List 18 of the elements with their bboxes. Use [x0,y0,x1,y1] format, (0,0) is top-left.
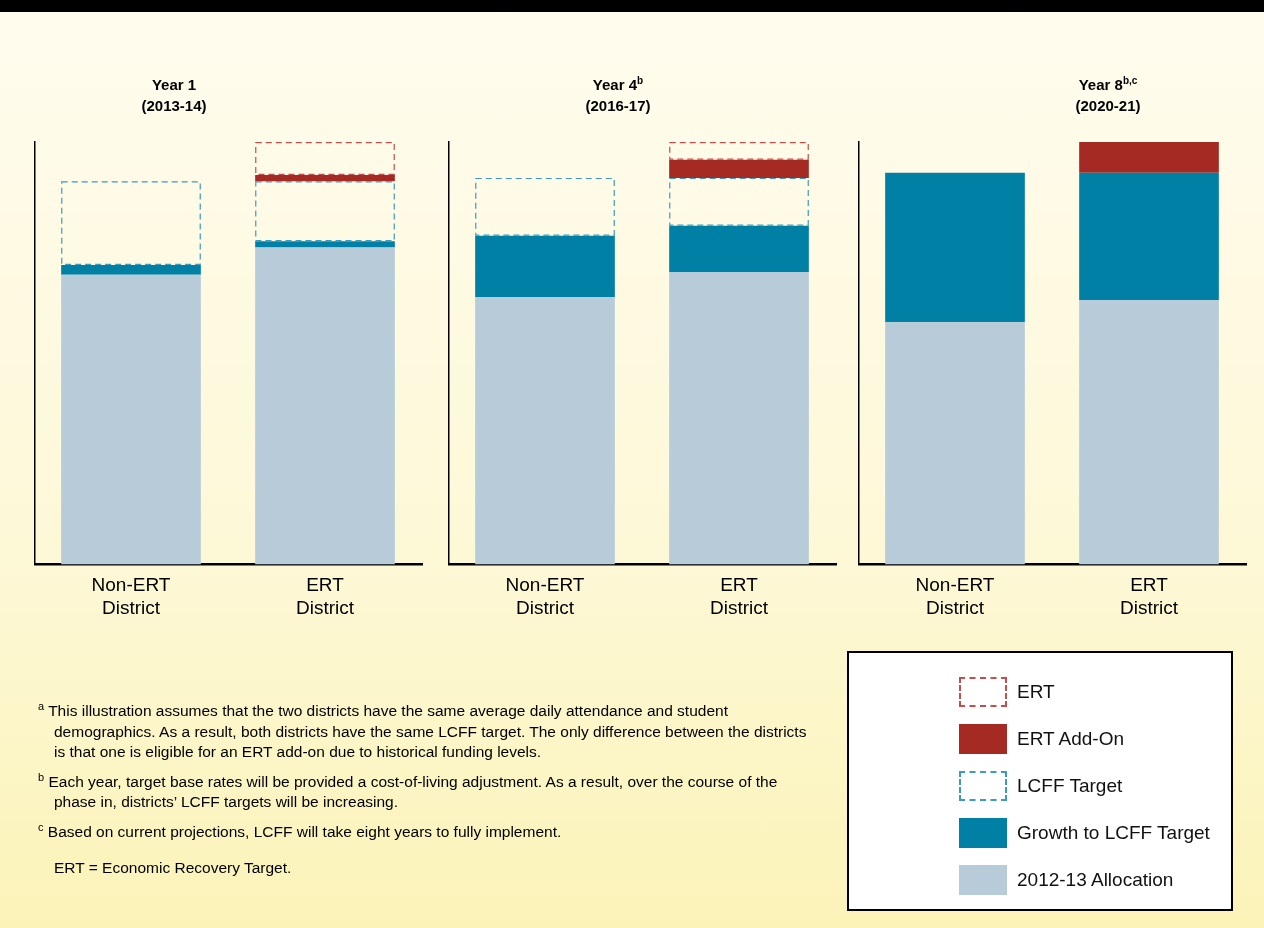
legend-label: ERT Add-On [1017,728,1125,750]
text: ERT = Economic Recovery Target. [53,858,293,879]
text: $^{c}$ Based on current projections, LCFF will take eight years to fully implement. [38,819,563,842]
legend-label: Growth to LCFF Target [1017,822,1210,844]
x-tick-label: ERT District [1119,574,1179,618]
x-tick-label: Non-ERT District [505,574,585,618]
legend-label: ERT [1017,681,1055,703]
text: $^{b}$ Each year, target base rates will be provided a cost-of-living adjustment. As a result, over the course of the phase in, districts’ LCFF targets will be increasing. [38,769,779,813]
x-tick-label: ERT District [295,574,355,618]
legend-label: 2012-13 Allocation [1017,869,1174,891]
chart-title: Year 1 (2013-14) [140,75,208,116]
x-tick-label: ERT District [709,574,769,618]
x-tick-label: Non-ERT District [915,574,995,618]
chart-title: Year 4$^{b}$ (2016-17) [584,74,652,116]
chart-title: Year 8$^{b,c}$ (2020-21) [1074,74,1142,116]
legend-label: LCFF Target [1017,775,1123,797]
x-tick-label: Non-ERT District [91,574,171,618]
text: $^{a}$ This illustration assumes that the two districts have the same average daily attendance and student demographics. As a result, both districts have the same LCFF target. The only difference between the districts is that one is eligible for an ERT add-on due to historical funding levels. [38,699,808,763]
